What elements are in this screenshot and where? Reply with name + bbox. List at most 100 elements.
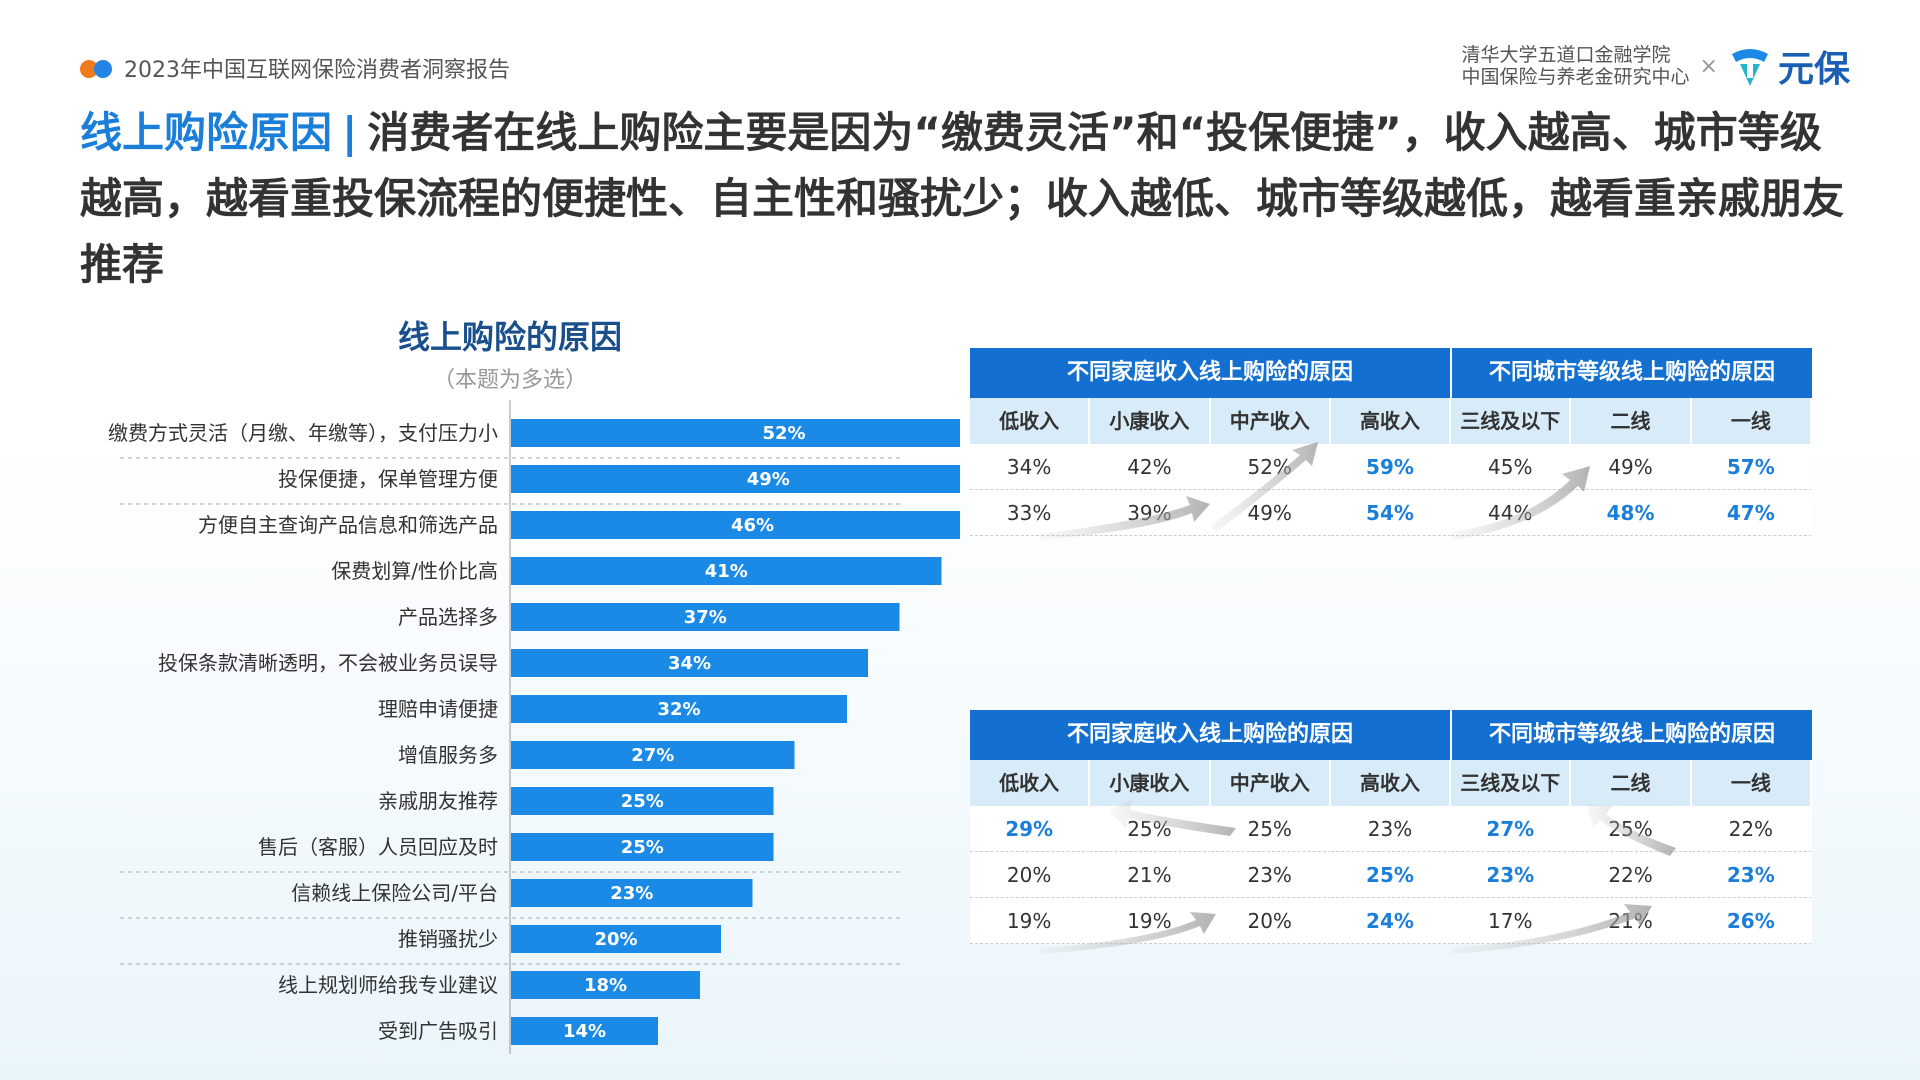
- bar-value-label: 34%: [668, 653, 711, 674]
- column-header: 二线: [1571, 760, 1692, 806]
- column-header: 三线及以下: [1451, 760, 1572, 806]
- bar-category-label: 信赖线上保险公司/平台: [291, 881, 498, 905]
- column-header: 三线及以下: [1451, 398, 1572, 444]
- bar-value-label: 18%: [584, 975, 627, 996]
- column-header: 低收入: [970, 398, 1091, 444]
- bar-category-label: 受到广告吸引: [378, 1019, 498, 1043]
- table-cell: 20%: [970, 852, 1091, 898]
- column-header-row: 低收入 小康收入 中产收入 高收入 三线及以下 二线 一线: [970, 398, 1812, 444]
- bar: [511, 971, 700, 999]
- brand-logo-icon: [1731, 49, 1768, 86]
- logo-dots-icon: [80, 56, 120, 80]
- bar: [511, 741, 795, 769]
- bar-category-label: 缴费方式灵活（月缴、年缴等），支付压力小: [108, 421, 498, 445]
- table-row: 20% 21% 23% 25% 23% 22% 23%: [970, 852, 1812, 898]
- bar: [511, 695, 847, 723]
- table-cell: 22%: [1691, 806, 1812, 852]
- column-header-row: 低收入 小康收入 中产收入 高收入 三线及以下 二线 一线: [970, 760, 1812, 806]
- chart-subtitle: （本题为多选）: [432, 368, 587, 393]
- table-cell: 59%: [1330, 444, 1452, 490]
- bar: [511, 1017, 658, 1045]
- table-cell: 25%: [1090, 806, 1211, 852]
- bar-category-label: 投保条款清晰透明，不会被业务员误导: [158, 651, 498, 675]
- table-cell: 29%: [970, 806, 1091, 852]
- bar: [511, 787, 774, 815]
- chart-title: 线上购险的原因: [397, 318, 622, 356]
- headline-text: 消费者在线上购险主要是因为“缴费灵活”和“投保便捷”，收入越高、城市等级越高，越…: [80, 108, 1845, 289]
- table-cell: 49%: [1571, 444, 1692, 490]
- bar-value-label: 20%: [594, 929, 637, 950]
- bar-category-label: 推销骚扰少: [398, 927, 498, 951]
- table-cell: 20%: [1210, 898, 1331, 944]
- table-cell: 48%: [1571, 490, 1692, 536]
- table-row: 33% 39% 49% 54% 44% 48% 47%: [970, 490, 1812, 536]
- table-cell: 24%: [1330, 898, 1452, 944]
- table-row: 29% 25% 25% 23% 27% 25% 22%: [970, 806, 1812, 852]
- bar-value-label: 25%: [621, 791, 664, 812]
- table-cell: 42%: [1090, 444, 1211, 490]
- table-cell: 34%: [970, 444, 1091, 490]
- bar: [511, 925, 721, 953]
- header-city: 不同城市等级线上购险的原因: [1452, 710, 1812, 760]
- table-row: 34% 42% 52% 59% 45% 49% 57%: [970, 444, 1812, 490]
- bar-value-label: 27%: [631, 745, 674, 766]
- table-cell: 52%: [1210, 444, 1331, 490]
- bar-category-label: 线上规划师给我专业建议: [278, 973, 498, 997]
- header-city: 不同城市等级线上购险的原因: [1452, 348, 1812, 398]
- report-header: 2023年中国互联网保险消费者洞察报告: [80, 52, 510, 84]
- bar-value-label: 49%: [747, 469, 790, 490]
- brand-name: 元保: [1777, 49, 1850, 90]
- income-city-table-1: 不同家庭收入线上购险的原因 不同城市等级线上购险的原因 低收入 小康收入 中产收入高…: [970, 348, 1812, 536]
- bar-value-label: 25%: [621, 837, 664, 858]
- partner-logos: 清华大学五道口金融学院 中国保险与养老金研究中心 × 元保: [1462, 40, 1850, 92]
- bar-value-label: 52%: [762, 423, 805, 444]
- university-line2: 中国保险与养老金研究中心: [1461, 66, 1690, 88]
- table-cell: 21%: [1571, 898, 1692, 944]
- income-city-table-2: 不同家庭收入线上购险的原因 不同城市等级线上购险的原因 低收入 小康收入 中产收入高…: [970, 710, 1812, 944]
- table-cell: 25%: [1210, 806, 1331, 852]
- table-cell: 54%: [1330, 490, 1452, 536]
- report-title: 2023年中国互联网保险消费者洞察报告: [124, 58, 510, 83]
- bar: [511, 419, 960, 447]
- bar-value-label: 32%: [657, 699, 700, 720]
- table-cell: 23%: [1210, 852, 1331, 898]
- bar: [511, 833, 774, 861]
- bar-category-label: 投保便捷，保单管理方便: [278, 467, 498, 491]
- bar: [511, 879, 753, 907]
- table-header: 不同家庭收入线上购险的原因 不同城市等级线上购险的原因: [970, 348, 1812, 398]
- bar-value-label: 14%: [563, 1021, 606, 1042]
- header-income: 不同家庭收入线上购险的原因: [970, 348, 1452, 398]
- bar-category-label: 保费划算/性价比高: [331, 559, 498, 583]
- table-cell: 27%: [1451, 806, 1572, 852]
- bar-category-label: 售后（客服）人员回应及时: [258, 835, 498, 859]
- header-income: 不同家庭收入线上购险的原因: [970, 710, 1452, 760]
- bar: [511, 511, 960, 539]
- table-cell: 23%: [1691, 852, 1812, 898]
- headline-accent: 线上购险原因: [80, 108, 333, 157]
- column-header: 中产收入: [1210, 760, 1331, 806]
- bar-value-label: 37%: [684, 607, 727, 628]
- table-cell: 19%: [1090, 898, 1211, 944]
- university-name: 清华大学五道口金融学院 中国保险与养老金研究中心: [1462, 44, 1690, 88]
- table-cell: 39%: [1090, 490, 1211, 536]
- page-headline: 线上购险原因 | 消费者在线上购险主要是因为“缴费灵活”和“投保便捷”，收入越高、城…: [80, 100, 1860, 298]
- table-cell: 49%: [1210, 490, 1331, 536]
- table-cell: 23%: [1451, 852, 1572, 898]
- table-cell: 33%: [970, 490, 1091, 536]
- column-header: 一线: [1691, 398, 1812, 444]
- table-cell: 26%: [1691, 898, 1812, 944]
- column-header: 二线: [1571, 398, 1692, 444]
- table-cell: 19%: [970, 898, 1091, 944]
- table-cell: 45%: [1451, 444, 1572, 490]
- column-header: 高收入: [1330, 398, 1452, 444]
- table-cell: 57%: [1691, 444, 1812, 490]
- bar: [511, 603, 900, 631]
- bar: [511, 465, 960, 493]
- bar-category-label: 增值服务多: [398, 743, 498, 767]
- university-line1: 清华大学五道口金融学院: [1461, 44, 1671, 66]
- column-header: 中产收入: [1210, 398, 1331, 444]
- table-cell: 22%: [1571, 852, 1692, 898]
- bar-category-label: 方便自主查询产品信息和筛选产品: [198, 513, 498, 537]
- bar-value-label: 46%: [731, 515, 774, 536]
- table-cell: 17%: [1451, 898, 1572, 944]
